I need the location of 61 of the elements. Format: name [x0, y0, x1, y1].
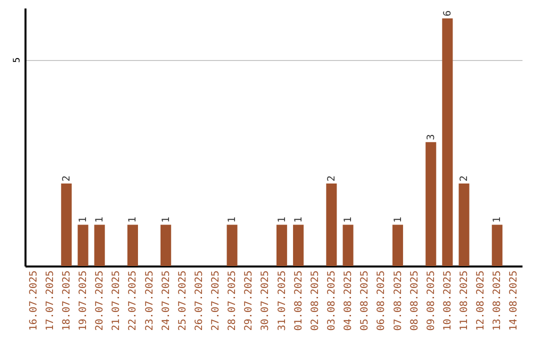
x-tick-label: 01.08.2025: [293, 270, 304, 331]
data-label: 1: [227, 216, 238, 223]
y-tick-label: 5: [12, 57, 22, 63]
data-label: 1: [160, 216, 172, 223]
data-label: 1: [94, 216, 106, 223]
data-label: 3: [426, 134, 437, 140]
bar: [392, 224, 404, 266]
bar: [78, 224, 88, 266]
x-tick-label: 04.08.2025: [343, 270, 354, 331]
data-label: 1: [78, 216, 89, 223]
bar: [342, 224, 354, 266]
data-label: 1: [343, 216, 354, 223]
x-tick-label: 13.08.2025: [492, 270, 504, 331]
x-tick-label: 20.07.2025: [94, 270, 106, 331]
data-label: 1: [293, 216, 304, 223]
x-tick-label: 30.07.2025: [260, 270, 272, 331]
x-tick-label: 22.07.2025: [128, 270, 139, 331]
x-tick-label: 28.07.2025: [227, 270, 238, 331]
bar: [61, 183, 72, 266]
bar: [276, 224, 288, 266]
x-tick-label: 25.07.2025: [177, 270, 188, 331]
x-tick-label: 29.07.2025: [244, 270, 255, 331]
x-tick-label: 19.07.2025: [78, 270, 89, 331]
bar: [326, 183, 337, 266]
data-label: 1: [128, 216, 139, 223]
bar: [293, 224, 304, 266]
x-tick-label: 03.08.2025: [326, 270, 338, 331]
data-label: 1: [392, 216, 404, 223]
x-tick-label: 23.07.2025: [144, 270, 156, 331]
x-tick-label: 16.07.2025: [28, 270, 40, 331]
x-tick-label: 17.07.2025: [44, 270, 56, 331]
x-tick-label: 11.08.2025: [459, 270, 470, 331]
x-tick-label: 08.08.2025: [409, 270, 420, 331]
x-tick-label: 02.08.2025: [310, 270, 321, 331]
bar: [458, 183, 470, 266]
data-label: 2: [61, 175, 72, 182]
data-label: 2: [459, 175, 470, 182]
x-tick-label: 07.08.2025: [392, 270, 404, 331]
data-label: 1: [492, 216, 504, 223]
data-label: 2: [326, 175, 338, 182]
x-tick-label: 27.07.2025: [210, 270, 222, 331]
x-tick-label: 10.08.2025: [442, 270, 454, 331]
bar: [492, 224, 502, 266]
x-tick-label: 31.07.2025: [276, 270, 288, 331]
data-label: 1: [276, 216, 288, 223]
x-tick-label: 24.07.2025: [160, 270, 172, 331]
x-tick-label: 12.08.2025: [476, 270, 487, 331]
x-tick-label: 09.08.2025: [426, 270, 437, 331]
x-tick-label: 18.07.2025: [61, 270, 72, 331]
x-tick-label: 26.07.2025: [194, 270, 205, 331]
bar: [160, 224, 172, 266]
data-label: 6: [442, 10, 454, 16]
x-tick-label: 06.08.2025: [376, 270, 388, 331]
bar: [94, 224, 105, 266]
x-tick-label: 21.07.2025: [111, 270, 122, 331]
x-tick-label: 05.08.2025: [360, 270, 371, 331]
x-tick-label: 14.08.2025: [508, 270, 520, 331]
bar: [226, 224, 238, 266]
bar: [442, 18, 453, 266]
bar: [127, 224, 138, 266]
bar: [426, 142, 436, 266]
